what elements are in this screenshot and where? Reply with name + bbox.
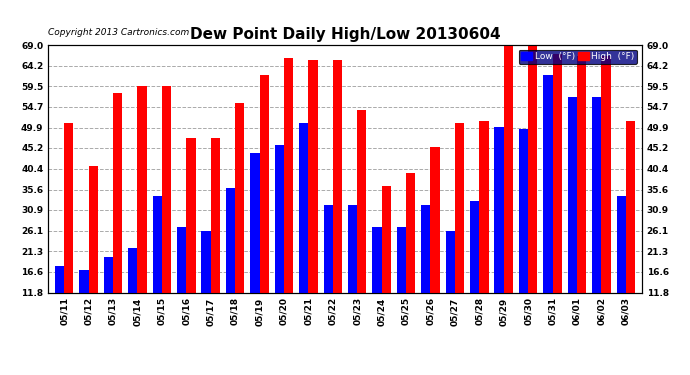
Bar [577, 56, 586, 344]
Bar [137, 86, 147, 344]
Bar [528, 40, 538, 344]
Bar [397, 227, 406, 344]
Bar [592, 97, 602, 344]
Bar [226, 188, 235, 344]
Bar [568, 97, 577, 344]
Text: Copyright 2013 Cartronics.com: Copyright 2013 Cartronics.com [48, 28, 190, 37]
Bar [348, 205, 357, 344]
Bar [373, 227, 382, 344]
Legend: Low  (°F), High  (°F): Low (°F), High (°F) [519, 50, 637, 64]
Bar [406, 172, 415, 344]
Bar [382, 186, 391, 344]
Bar [308, 60, 317, 344]
Bar [324, 205, 333, 344]
Bar [55, 266, 64, 344]
Title: Dew Point Daily High/Low 20130604: Dew Point Daily High/Low 20130604 [190, 27, 500, 42]
Bar [88, 166, 98, 344]
Bar [495, 127, 504, 344]
Bar [79, 270, 88, 344]
Bar [128, 248, 137, 344]
Bar [275, 144, 284, 344]
Bar [235, 104, 244, 344]
Bar [602, 56, 611, 344]
Bar [431, 147, 440, 344]
Bar [201, 231, 210, 344]
Bar [543, 75, 553, 344]
Bar [504, 40, 513, 344]
Bar [113, 93, 122, 344]
Bar [519, 129, 528, 344]
Bar [333, 60, 342, 344]
Bar [421, 205, 431, 344]
Bar [186, 138, 195, 344]
Bar [480, 121, 489, 344]
Bar [259, 75, 269, 344]
Bar [357, 110, 366, 344]
Bar [553, 54, 562, 344]
Bar [210, 138, 220, 344]
Bar [446, 231, 455, 344]
Bar [104, 257, 113, 344]
Bar [64, 123, 73, 344]
Bar [470, 201, 480, 344]
Bar [617, 196, 626, 344]
Bar [626, 121, 635, 344]
Bar [299, 123, 308, 344]
Bar [284, 58, 293, 344]
Bar [152, 196, 162, 344]
Bar [455, 123, 464, 344]
Bar [250, 153, 259, 344]
Bar [177, 227, 186, 344]
Bar [162, 86, 171, 344]
